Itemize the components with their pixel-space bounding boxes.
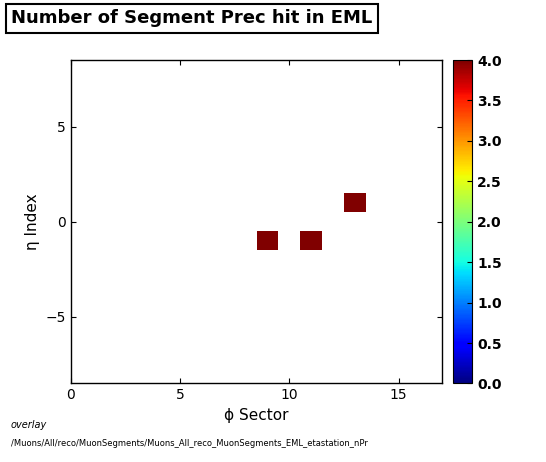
Y-axis label: η Index: η Index xyxy=(25,194,40,250)
Text: /Muons/All/reco/MuonSegments/Muons_All_reco_MuonSegments_EML_etastation_nPr: /Muons/All/reco/MuonSegments/Muons_All_r… xyxy=(11,439,368,448)
Text: Number of Segment Prec hit in EML: Number of Segment Prec hit in EML xyxy=(11,9,372,27)
X-axis label: ϕ Sector: ϕ Sector xyxy=(224,408,289,423)
Bar xyxy=(300,231,322,250)
Bar xyxy=(344,193,366,212)
Text: overlay: overlay xyxy=(11,420,47,431)
Bar xyxy=(257,231,278,250)
